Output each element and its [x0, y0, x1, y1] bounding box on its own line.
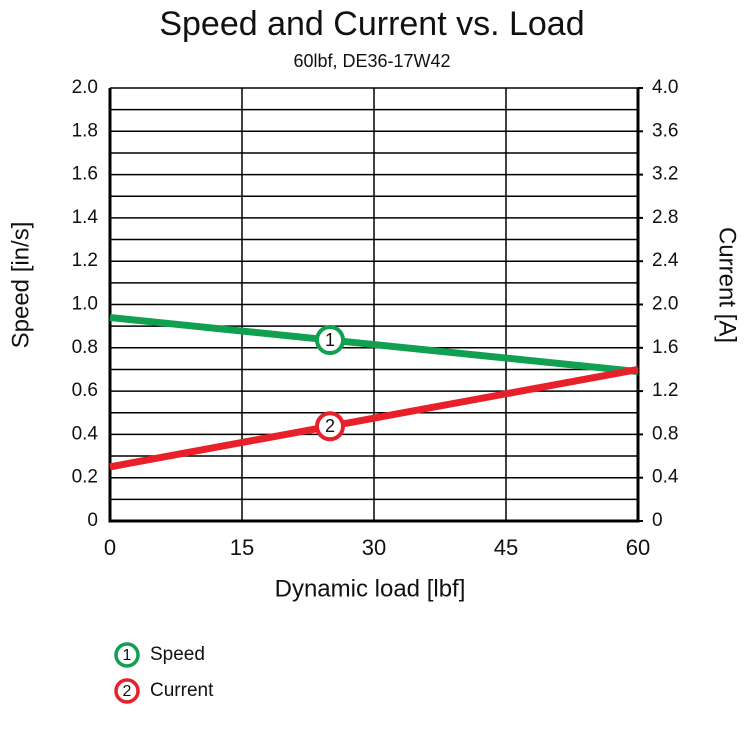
y2-tick-label: 0 — [652, 510, 663, 531]
legend-marker-label: 1 — [123, 647, 132, 664]
chart-title: Speed and Current vs. Load — [159, 5, 584, 43]
y2-tick-label: 3.2 — [652, 164, 678, 185]
y2-tick-label: 2.8 — [652, 207, 678, 228]
series-marker — [315, 411, 345, 442]
legend-label: Current — [150, 680, 214, 701]
legend-marker — [114, 678, 140, 704]
y2-tick-label: 0.8 — [652, 423, 678, 444]
chart-subtitle: 60lbf, DE36-17W42 — [293, 51, 450, 71]
y2-tick-label: 0.4 — [652, 467, 679, 488]
y-tick-label: 0.4 — [72, 423, 99, 444]
axis-frame — [108, 88, 640, 523]
y-tick-label: 2.0 — [72, 77, 98, 98]
x-tick-label: 30 — [362, 535, 386, 560]
y-tick-label: 1.8 — [72, 120, 98, 141]
y-tick-label: 1.4 — [72, 207, 99, 228]
x-tick-label: 45 — [494, 535, 518, 560]
x-axis-label: Dynamic load [lbf] — [275, 575, 466, 602]
y2-tick-label: 3.6 — [652, 120, 678, 141]
x-tick-label: 15 — [230, 535, 254, 560]
y-tick-label: 0.6 — [72, 380, 98, 401]
series-line — [109, 314, 639, 376]
series-marker-label: 2 — [325, 416, 335, 436]
y-tick-label: 1.6 — [72, 164, 98, 185]
y2-tick-label: 1.2 — [652, 380, 678, 401]
y-tick-label: 0 — [87, 510, 98, 531]
x-tick-label: 60 — [626, 535, 650, 560]
y-tick-label: 0.2 — [72, 467, 98, 488]
x-tick-label: 0 — [104, 535, 116, 560]
y2-axis-label: Current [A] — [714, 227, 741, 343]
series-line — [109, 366, 639, 471]
y-axis-label: Speed [in/s] — [7, 222, 34, 349]
y2-tick-label: 2.4 — [652, 250, 679, 271]
series-marker — [315, 325, 345, 356]
legend-marker-label: 2 — [123, 683, 132, 700]
y2-tick-label: 2.0 — [652, 294, 678, 315]
y2-tick-label: 4.0 — [652, 77, 678, 98]
y-tick-label: 1.2 — [72, 250, 98, 271]
y-tick-label: 0.8 — [72, 337, 98, 358]
legend-label: Speed — [150, 644, 205, 665]
legend-marker — [114, 642, 140, 668]
y-tick-label: 1.0 — [72, 294, 98, 315]
series-marker-label: 1 — [325, 330, 335, 350]
y2-tick-label: 1.6 — [652, 337, 678, 358]
